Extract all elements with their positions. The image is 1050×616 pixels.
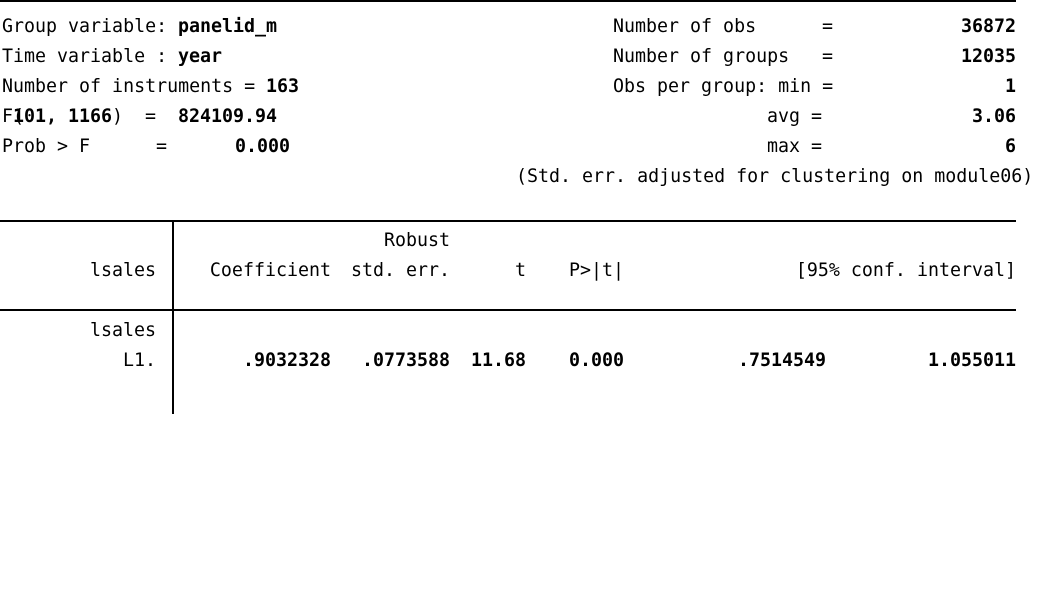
- top-rule: [0, 0, 1016, 2]
- f-stat-label-close: ) =: [112, 106, 157, 127]
- group-label-lsales: lsales: [89, 320, 156, 341]
- group-variable-label: Group variable:: [2, 16, 168, 37]
- stata-regression-output: Group variable: panelid_m Number of obs …: [0, 0, 1050, 414]
- table-header-top-rule: [0, 220, 1016, 222]
- row-t-statistic: 11.68: [470, 350, 526, 371]
- f-stat-df: 101, 1166: [13, 106, 113, 127]
- prob-f-label: Prob > F: [2, 136, 91, 157]
- obs-per-group-max-value: 6: [1004, 136, 1016, 157]
- summary-row-cluster-note: (Std. err. adjusted for clustering on mo…: [0, 162, 1050, 192]
- number-of-obs-value: 36872: [960, 16, 1016, 37]
- summary-row-prob-f: Prob > F = 0.000 max = 6: [0, 132, 1050, 162]
- time-variable-label: Time variable :: [2, 46, 168, 67]
- cluster-note-text: (Std. err. adjusted for clustering on mo…: [516, 166, 1034, 187]
- number-of-obs-label: Number of obs: [613, 16, 757, 37]
- time-variable-value: year: [178, 46, 223, 67]
- column-header-robust: Robust: [383, 230, 450, 251]
- obs-per-group-avg-value: 3.06: [971, 106, 1016, 127]
- summary-row-time-variable: Time variable : year Number of groups = …: [0, 42, 1050, 72]
- instruments-value: 163: [266, 76, 300, 97]
- table-column-divider: [172, 222, 174, 414]
- instruments-label: Number of instruments =: [2, 76, 256, 97]
- row-p-value: 0.000: [568, 350, 624, 371]
- f-stat-label-open: F(: [2, 106, 25, 127]
- row-ci-lower: .7514549: [737, 350, 826, 371]
- obs-per-group-min-label: Obs per group: min =: [613, 76, 834, 97]
- row-term-label: L1.: [122, 350, 156, 371]
- table-group-label-row: lsales: [0, 316, 1050, 346]
- prob-f-value: 0.000: [234, 136, 290, 157]
- column-header-coefficient: Coefficient: [209, 260, 331, 281]
- column-header-t: t: [514, 260, 526, 281]
- obs-per-group-max-label: max =: [767, 136, 823, 157]
- column-header-p: P>|t|: [568, 260, 624, 281]
- table-body-top-rule: [0, 309, 1016, 311]
- table-header-row: lsales Coefficient std. err. t P>|t| [95…: [0, 256, 1050, 286]
- number-of-groups-label: Number of groups: [613, 46, 790, 67]
- f-stat-value: 824109.94: [178, 106, 278, 127]
- summary-row-f-stat: F( 101, 1166 ) = 824109.94 avg = 3.06: [0, 102, 1050, 132]
- row-coefficient: .9032328: [242, 350, 331, 371]
- obs-per-group-min-value: 1: [1004, 76, 1016, 97]
- column-header-std-err: std. err.: [350, 260, 450, 281]
- column-header-depvar: lsales: [89, 260, 156, 281]
- summary-row-group-variable: Group variable: panelid_m Number of obs …: [0, 12, 1050, 42]
- row-std-err: .0773588: [361, 350, 450, 371]
- table-row: L1. .9032328 .0773588 11.68 0.000 .75145…: [0, 346, 1050, 376]
- column-header-conf-interval: [95% conf. interval]: [795, 260, 1016, 281]
- row-ci-upper: 1.055011: [927, 350, 1016, 371]
- prob-f-equals: =: [156, 136, 168, 157]
- number-of-groups-value: 12035: [960, 46, 1016, 67]
- obs-per-group-avg-label: avg =: [767, 106, 823, 127]
- number-of-obs-equals: =: [822, 16, 834, 37]
- summary-row-instruments: Number of instruments = 163 Obs per grou…: [0, 72, 1050, 102]
- number-of-groups-equals: =: [822, 46, 834, 67]
- group-variable-value: panelid_m: [178, 16, 278, 37]
- table-super-header-row: Robust: [0, 226, 1050, 256]
